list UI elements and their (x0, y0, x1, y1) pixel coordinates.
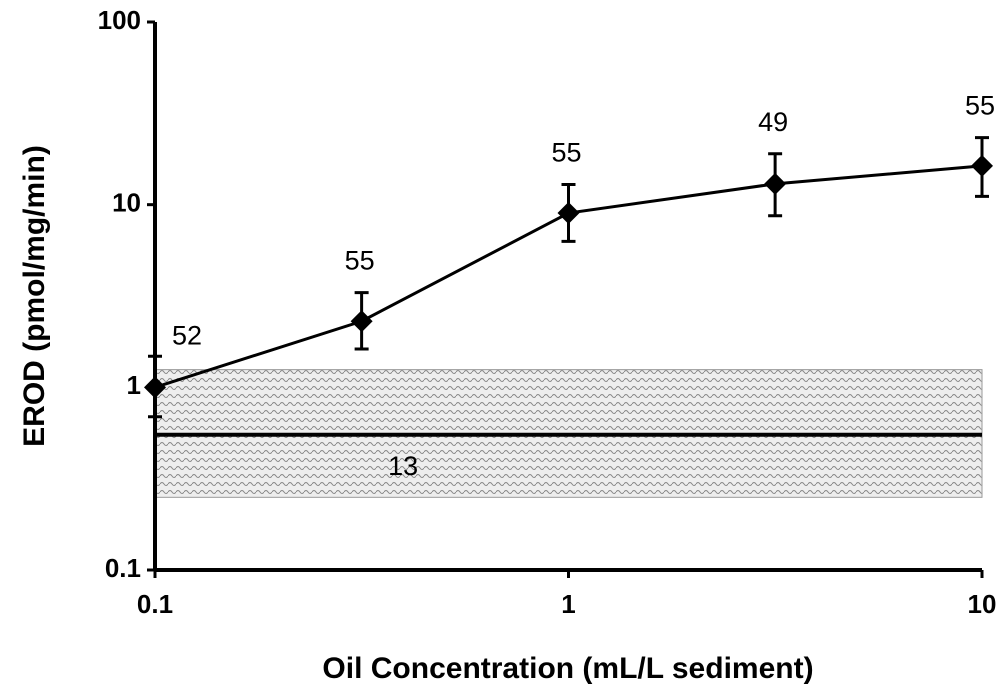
marker (971, 154, 993, 177)
y-tick-label: 10 (112, 188, 141, 218)
marker (350, 310, 373, 333)
reference-label: 13 (388, 451, 418, 481)
sample-size-label: 49 (758, 107, 788, 137)
y-axis-title: EROD (pmol/mg/min) (18, 145, 51, 447)
sample-size-label: 55 (345, 246, 375, 276)
y-tick-label: 0.1 (105, 553, 141, 583)
x-axis-title: Oil Concentration (mL/L sediment) (322, 652, 813, 685)
y-tick-label: 1 (127, 370, 141, 400)
x-tick-label: 0.1 (137, 589, 173, 619)
marker (764, 172, 787, 195)
sample-size-label: 52 (172, 320, 202, 350)
x-tick-label: 10 (968, 589, 997, 619)
y-tick-label: 100 (98, 5, 141, 35)
sample-size-label: 55 (551, 138, 581, 168)
marker (557, 202, 580, 225)
marker (144, 376, 166, 399)
x-tick-label: 1 (561, 589, 575, 619)
sample-size-label: 55 (965, 91, 995, 121)
